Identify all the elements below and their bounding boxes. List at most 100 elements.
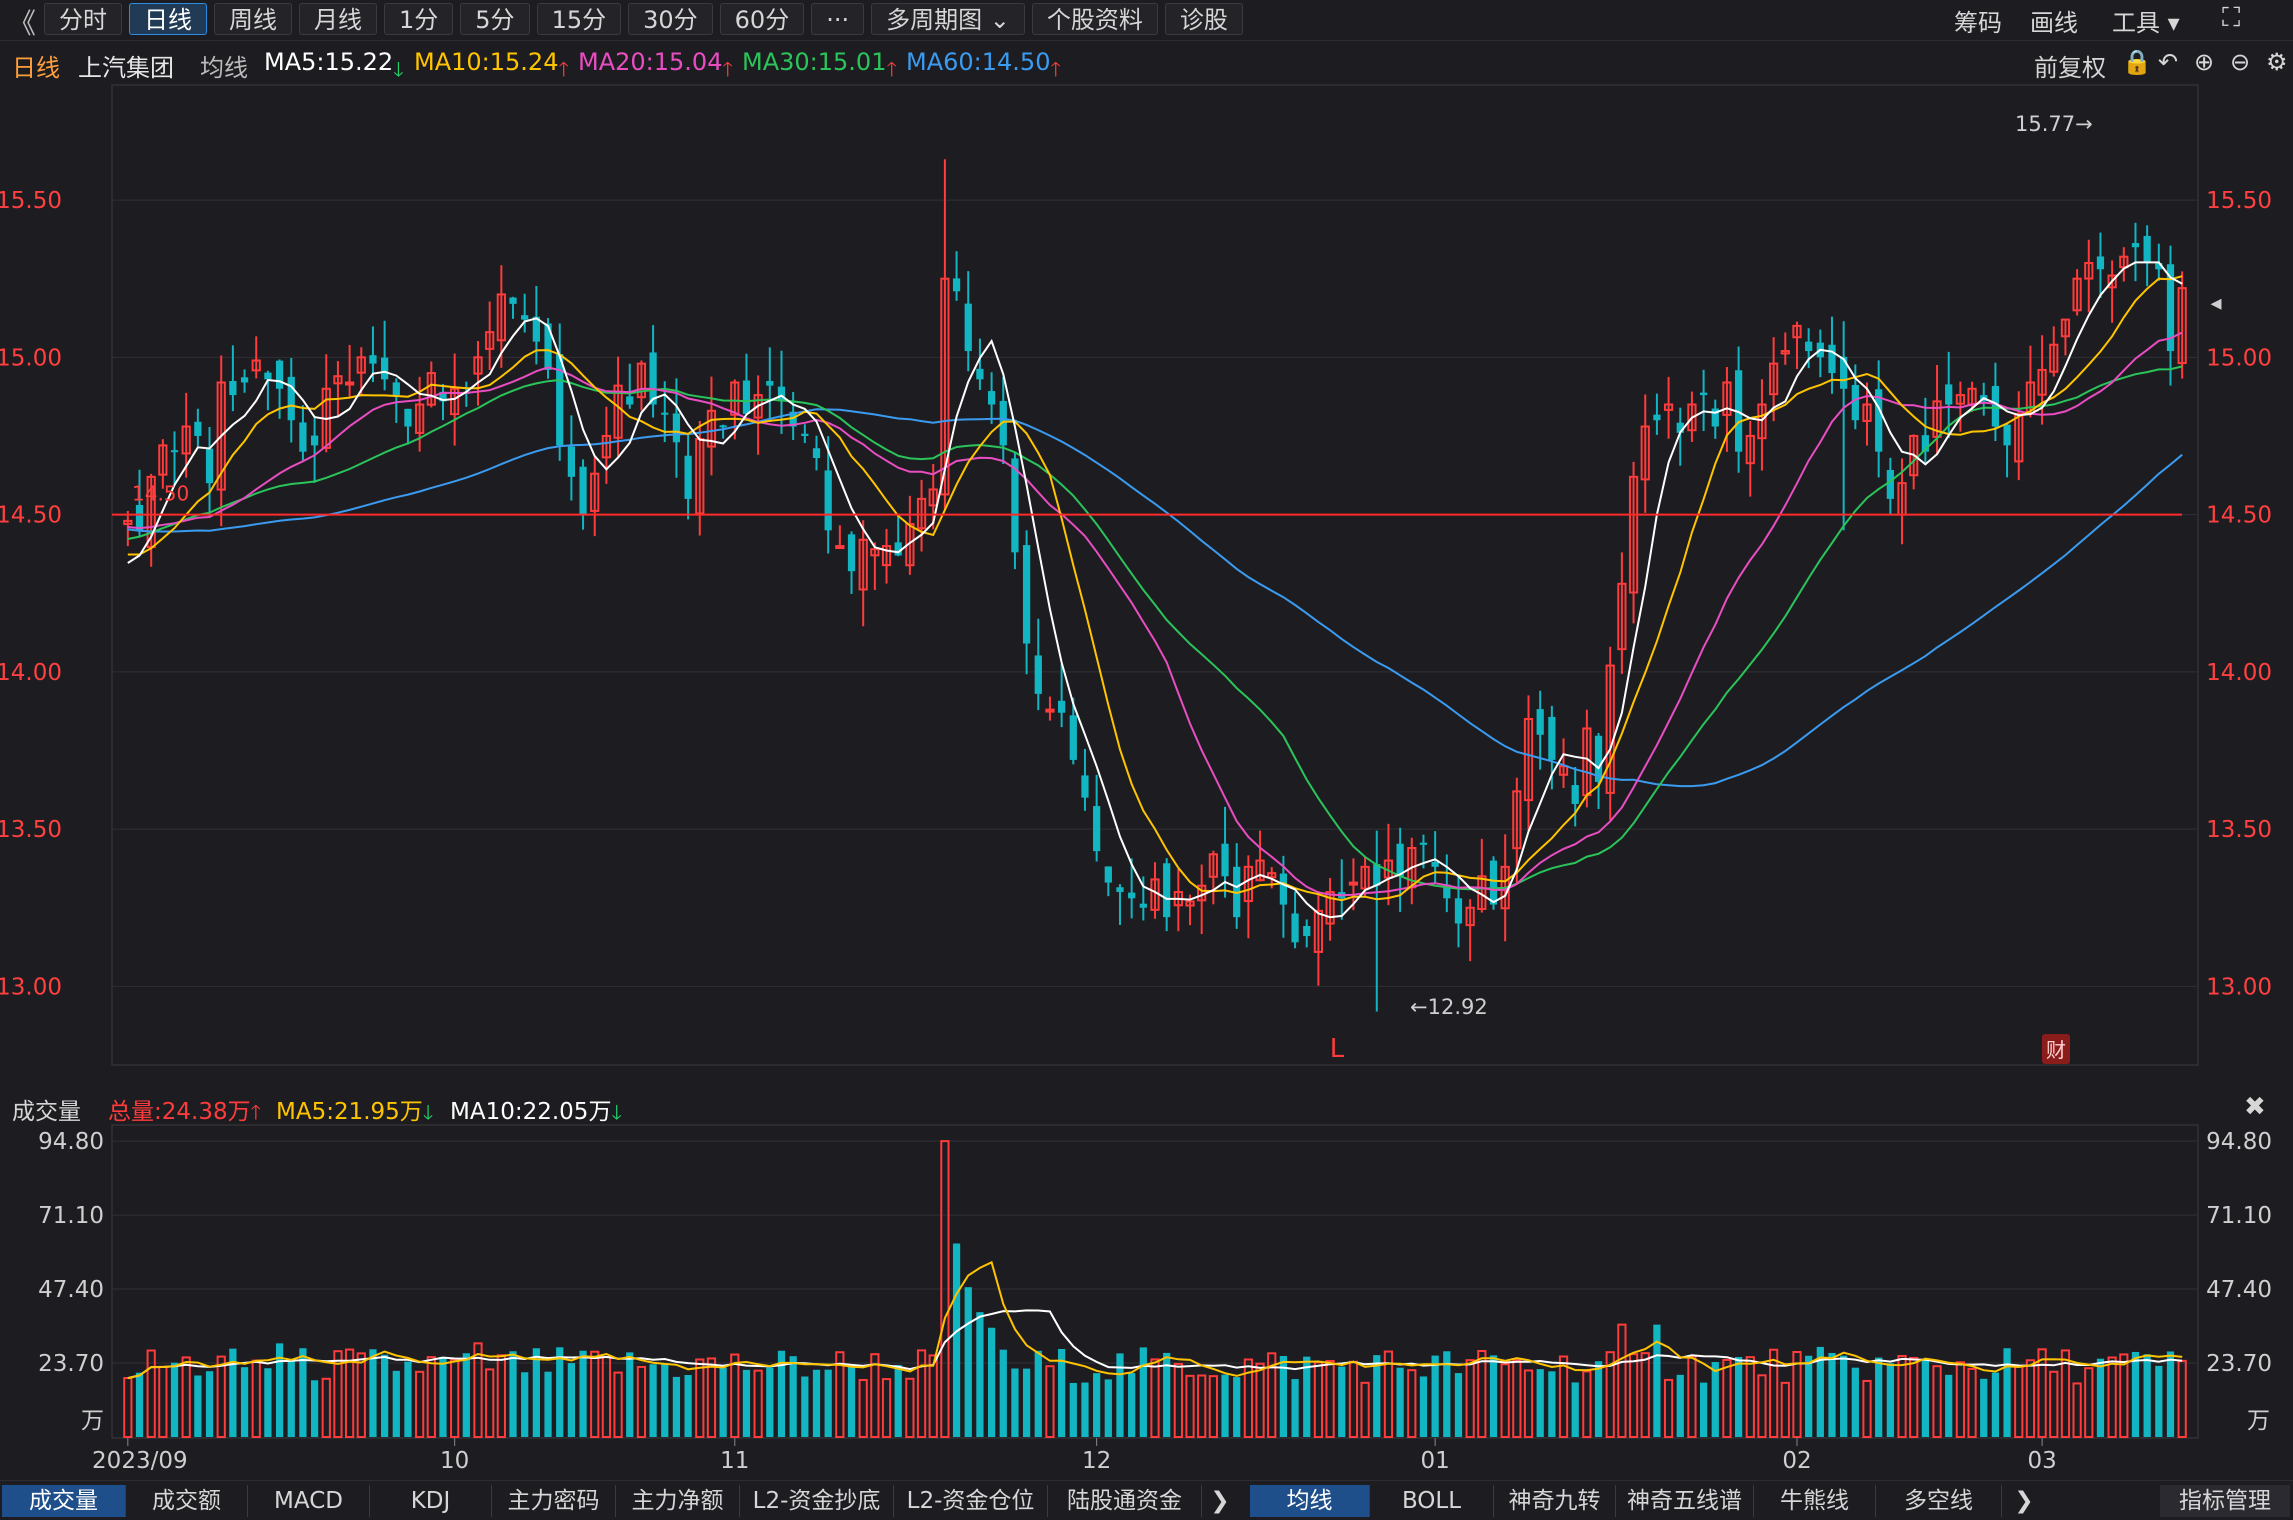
overlay-tab[interactable]: 神奇五线谱 (1616, 1485, 1754, 1517)
period-tab[interactable]: 30分 (628, 3, 713, 35)
candle-body (123, 519, 133, 526)
period-tab[interactable]: 诊股 (1164, 3, 1243, 35)
indicator-tab[interactable]: 主力净额 (616, 1485, 740, 1517)
x-tick-label: 01 (1420, 1448, 1449, 1474)
volume-bar (1104, 1379, 1112, 1437)
candle-body (753, 394, 763, 419)
candle-body (1875, 389, 1883, 452)
period-tab[interactable]: 周线 (214, 3, 292, 35)
candle-body (766, 381, 774, 386)
candle-body (881, 545, 892, 567)
kline-chart[interactable]: 13.00 13.00 13.50 13.50 14.00 14.00 14.50 14.50… (0, 0, 2293, 1480)
period-tab[interactable]: 60分 (719, 3, 805, 35)
candle-body (812, 448, 821, 458)
volume-bar (1221, 1374, 1229, 1437)
candle-body (2166, 264, 2175, 352)
period-tab[interactable]: 月线 (299, 3, 377, 35)
volume-bar (1185, 1374, 1195, 1438)
adjust-mode-button[interactable]: 前复权 (2034, 54, 2106, 82)
volume-bar (194, 1375, 202, 1437)
candle-body (1058, 700, 1066, 713)
volume-bar (1291, 1379, 1299, 1437)
volume-bar (299, 1348, 307, 1437)
volume-bar (1571, 1382, 1579, 1437)
ma5-line (127, 261, 2183, 919)
indicator-tab[interactable]: 成交量 (2, 1485, 126, 1517)
volume-bar (1605, 1351, 1615, 1438)
period-tab[interactable]: 个股资料 (1031, 3, 1158, 35)
volume-bar (264, 1368, 272, 1437)
period-tab[interactable]: ··· (811, 3, 865, 35)
period-tab[interactable]: 15分 (536, 3, 622, 35)
period-tab[interactable]: 1分 (384, 3, 454, 35)
ma-label[interactable]: 均线 (200, 54, 248, 82)
volume-bar (2014, 1365, 2024, 1439)
indicator-tab[interactable]: MACD (248, 1485, 370, 1517)
volume-bar (287, 1360, 295, 1437)
fullscreen-icon[interactable]: ⛶ (2222, 3, 2241, 33)
indicator-tab[interactable]: KDJ (370, 1485, 492, 1517)
scroll-right-icon[interactable]: ❯ (2014, 1488, 2034, 1514)
volume-bar (1197, 1374, 1207, 1439)
candle-body (999, 400, 1007, 446)
zoom-in-icon[interactable]: ⊕ (2194, 48, 2215, 76)
candle-body (216, 381, 226, 491)
volume-bar (1454, 1373, 1463, 1437)
candle-body (344, 381, 355, 386)
candle-body (1373, 864, 1381, 886)
down-arrow-icon: 🡓 (611, 1100, 622, 1124)
l-marker: L (1330, 1034, 1345, 1064)
volume-bar (521, 1372, 529, 1437)
volume-bar (2119, 1353, 2129, 1439)
close-icon[interactable]: ✖ (2244, 1092, 2266, 1122)
candle-body (1699, 392, 1708, 396)
overlay-tab[interactable]: 牛熊线 (1754, 1485, 1876, 1517)
volume-bar (1419, 1376, 1428, 1437)
lock-icon[interactable]: 🔒 (2122, 48, 2152, 76)
volume-bar (2155, 1365, 2163, 1437)
period-tab[interactable]: 多周期图 ⌄ (871, 3, 1025, 35)
volume-bar (544, 1371, 552, 1437)
volume-bar (894, 1364, 902, 1437)
volume-bar (1851, 1367, 1859, 1437)
candle-body (2155, 263, 2163, 270)
undo-icon[interactable]: ↶ (2158, 48, 2179, 76)
volume-bar (1558, 1355, 1569, 1438)
indicator-manage-button[interactable]: 指标管理 (2160, 1485, 2290, 1517)
overlay-tab[interactable]: 神奇九转 (1494, 1485, 1616, 1517)
candle-body (1081, 775, 1089, 798)
y-tick-label-right: 15.00 (2206, 345, 2272, 371)
volume-bar (905, 1377, 915, 1438)
volume-bar (240, 1367, 249, 1437)
volume-bar (1536, 1369, 1544, 1437)
scroll-right-icon[interactable]: ❯ (1210, 1488, 1230, 1514)
candle-body (2119, 255, 2129, 269)
volume-bar (1875, 1357, 1883, 1437)
period-tab[interactable]: 5分 (460, 3, 530, 35)
indicator-tab[interactable]: 成交额 (126, 1485, 248, 1517)
overlay-tab[interactable]: 多空线 (1876, 1485, 2002, 1517)
indicator-tab[interactable]: 主力密码 (492, 1485, 616, 1517)
draw-line-button[interactable]: 画线 (2030, 9, 2078, 37)
period-tab[interactable]: 分时 (44, 3, 122, 35)
volume-bar (1348, 1360, 1359, 1439)
indicator-tab[interactable]: 陆股通资金 (1048, 1485, 1202, 1517)
volume-bar (123, 1377, 133, 1438)
indicator-tab[interactable]: L2-资金仓位 (894, 1485, 1048, 1517)
up-arrow-icon: 🡑 (250, 1100, 261, 1124)
chips-button[interactable]: 筹码 (1954, 9, 2002, 37)
x-tick-label: 02 (1782, 1448, 1811, 1474)
settings-icon[interactable]: ⚙ (2266, 48, 2288, 76)
volume-bar (835, 1351, 845, 1439)
tools-menu[interactable]: 工具 ▾ (2112, 9, 2180, 37)
indicator-tab[interactable]: L2-资金抄底 (740, 1485, 894, 1517)
volume-bar (976, 1312, 984, 1437)
zoom-out-icon[interactable]: ⊖ (2230, 48, 2251, 76)
overlay-tab[interactable]: BOLL (1370, 1485, 1494, 1517)
back-chevron-icon[interactable]: 《 (8, 7, 37, 40)
overlay-tab[interactable]: 均线 (1250, 1485, 1370, 1517)
candle-body (2131, 243, 2140, 248)
volume-bar (1058, 1348, 1066, 1437)
period-tab[interactable]: 日线 (129, 3, 207, 35)
y-tick-label-right: 13.50 (2206, 817, 2272, 843)
